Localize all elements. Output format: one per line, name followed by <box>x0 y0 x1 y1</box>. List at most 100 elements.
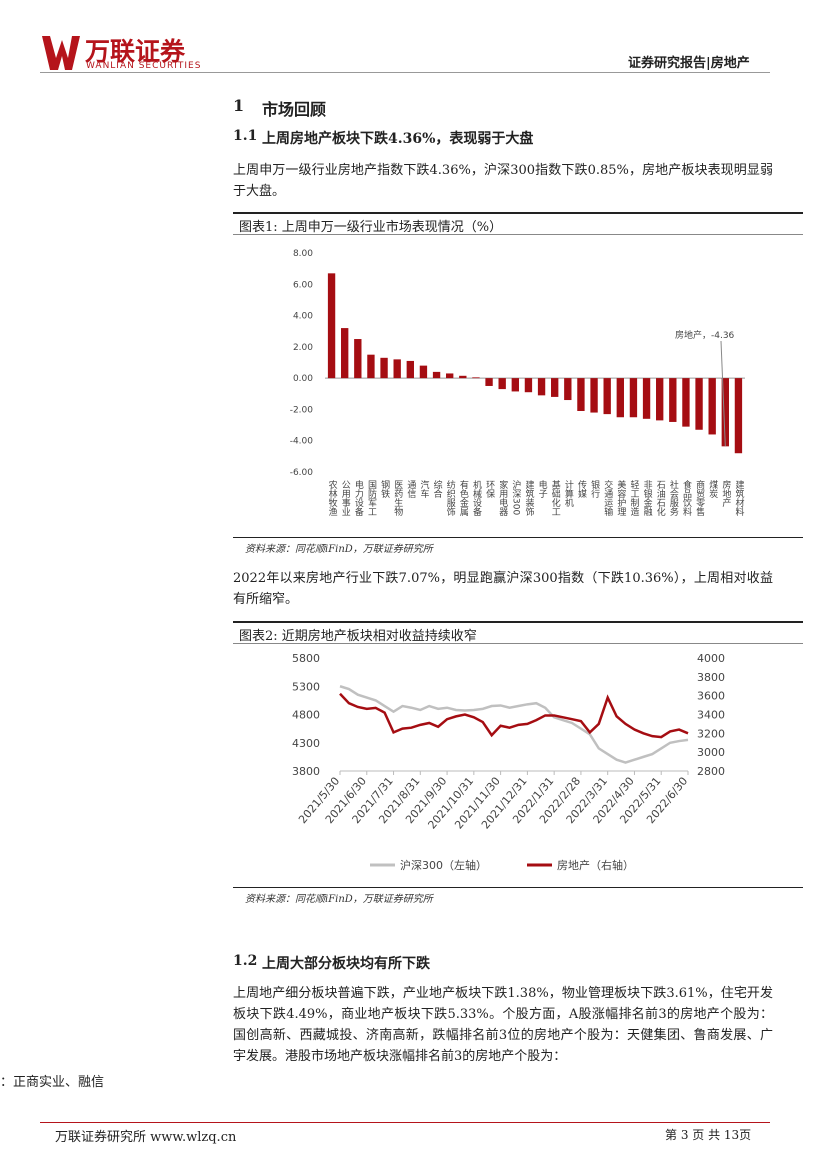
x-tick-label: 电子 <box>537 479 548 498</box>
bar <box>472 377 480 379</box>
y2-tick-label: 2800 <box>697 765 725 778</box>
bar <box>590 378 598 413</box>
x-tick-label: 汽车 <box>418 479 429 499</box>
footer-right: 第 3 页 共 13页 <box>665 1128 752 1142</box>
x-tick-label: 房地产 <box>720 479 731 508</box>
section-number: 1.2 <box>233 953 258 969</box>
x-tick-label: 基础化工 <box>550 479 561 516</box>
x-tick-label: 医药生物 <box>392 480 403 517</box>
bar <box>393 359 401 379</box>
x-tick-label: 轻工制造 <box>628 479 639 517</box>
x-tick-label: 纺织服饰 <box>445 479 456 517</box>
bar <box>406 360 414 379</box>
bar <box>682 378 690 427</box>
y-tick-label: -4.00 <box>290 437 314 447</box>
bar <box>537 378 546 396</box>
y-tick-label: 8.00 <box>293 249 313 259</box>
series-line <box>339 692 689 739</box>
x-tick-label: 银行 <box>589 479 600 499</box>
figure-source: 资料来源：同花顺iFinD，万联证券研究所 <box>245 894 433 905</box>
x-tick-label: 有色金属 <box>458 479 469 517</box>
annotation: 房地产，-4.36 <box>675 329 735 341</box>
y-tick-label: 5300 <box>292 680 320 693</box>
section-number: 1.1 <box>233 128 258 144</box>
logo-mark <box>42 36 80 70</box>
paragraph: 上周申万一级行业房地产指数下跌4.36%，沪深300指数下跌0.85%，房地产板… <box>233 163 773 199</box>
x-tick-label: 公用事业 <box>340 480 351 516</box>
x-tick-label: 机械设备 <box>471 479 482 516</box>
header-rule <box>40 72 770 73</box>
x-tick-label: 综合 <box>432 479 443 499</box>
bar <box>656 378 664 421</box>
bar <box>485 378 493 386</box>
x-tick-label: 沪深300 <box>510 479 521 516</box>
y-tick-label: 0.00 <box>293 374 313 384</box>
bar <box>446 373 454 379</box>
bar <box>419 365 428 379</box>
figure-source: 资料来源：同花顺iFinD，万联证券研究所 <box>245 544 433 555</box>
logo-text: 万联证券 <box>85 37 186 66</box>
y-tick-label: 5800 <box>292 652 320 665</box>
series-line <box>339 685 689 764</box>
bar <box>734 378 743 454</box>
bar <box>564 378 572 401</box>
x-tick-label: 传媒 <box>576 479 587 499</box>
figure-label: 图表1: <box>239 220 278 235</box>
bar <box>721 378 729 447</box>
y-tick-label: -6.00 <box>290 468 314 478</box>
fragment: ：正商实业、融信 <box>0 1075 105 1090</box>
x-tick-label: 商贸零售 <box>694 479 705 517</box>
y-tick-label: 4300 <box>292 737 320 750</box>
footer-left: 万联证券研究所 www.wlzq.cn <box>55 1130 237 1145</box>
y-tick-label: 3800 <box>292 765 320 778</box>
y-tick-label: 2.00 <box>293 343 313 353</box>
x-tick-label: 通信 <box>405 480 416 499</box>
figure-label: 图表2: <box>239 629 278 644</box>
legend-label: 房地产（右轴） <box>557 858 634 872</box>
y2-tick-label: 3200 <box>697 727 725 740</box>
bar <box>327 273 336 379</box>
y2-tick-label: 4000 <box>697 652 725 665</box>
x-tick-label: 家用电器 <box>497 479 508 516</box>
x-tick-label: 钢铁 <box>379 479 390 499</box>
figure-title: 图表2: 近期房地产板块相对收益持续收窄 <box>233 621 803 644</box>
x-tick-label: 食品饮料 <box>681 479 692 517</box>
section-title: 市场回顾 <box>262 100 327 119</box>
x-tick-label: 非银金融 <box>642 479 653 517</box>
bar <box>380 357 388 379</box>
logo-en: WANLIAN SECURITIES <box>86 61 202 71</box>
bar <box>459 375 467 379</box>
bar-chart: 8.00 6.00 4.00 2.00 0.00 -2.00 -4.00 -6.00 农林牧渔公… <box>290 249 745 517</box>
figure-rule <box>233 537 803 538</box>
legend-label: 沪深300（左轴） <box>400 858 487 872</box>
x-tick-label: 建筑装饰 <box>523 479 534 517</box>
x-tick-label: 环保 <box>484 480 495 499</box>
bar <box>669 378 677 422</box>
header-right: 证券研究报告|房地产 <box>628 56 750 71</box>
bar <box>695 378 703 430</box>
bar <box>354 339 362 379</box>
paragraph: 2022年以来房地产行业下跌7.07%，明显跑赢沪深300指数（下跌10.36%… <box>233 571 773 607</box>
y-tick-label: 6.00 <box>293 280 313 290</box>
bar <box>642 378 651 419</box>
x-tick-label: 计算机 <box>563 479 574 508</box>
section-title: 上周大部分板块均有所下跌 <box>262 956 430 972</box>
x-tick-label: 电力设备 <box>353 479 364 516</box>
section-number: 1 <box>233 96 245 115</box>
bar <box>603 378 611 415</box>
y-tick-label: -2.00 <box>290 405 314 415</box>
line-chart: 3800 4300 4800 5300 5800 2800 3000 3200 3400 3600… <box>292 652 725 872</box>
bar <box>524 378 533 393</box>
bar <box>551 378 559 397</box>
x-tick-label: 农林牧渔 <box>327 479 338 516</box>
bar <box>367 354 375 379</box>
footer-rule <box>40 1122 770 1123</box>
bar <box>498 378 506 390</box>
x-tick-label: 交通运输 <box>602 479 613 517</box>
leader-line <box>720 340 726 447</box>
section-title: 上周房地产板块下跌4.36%，表现弱于大盘 <box>262 131 534 147</box>
x-tick-label: 美容护理 <box>615 479 626 516</box>
x-tick-label: 建筑材料 <box>733 479 744 517</box>
figure-caption: 上周申万一级行业市场表现情况（%） <box>281 220 503 235</box>
